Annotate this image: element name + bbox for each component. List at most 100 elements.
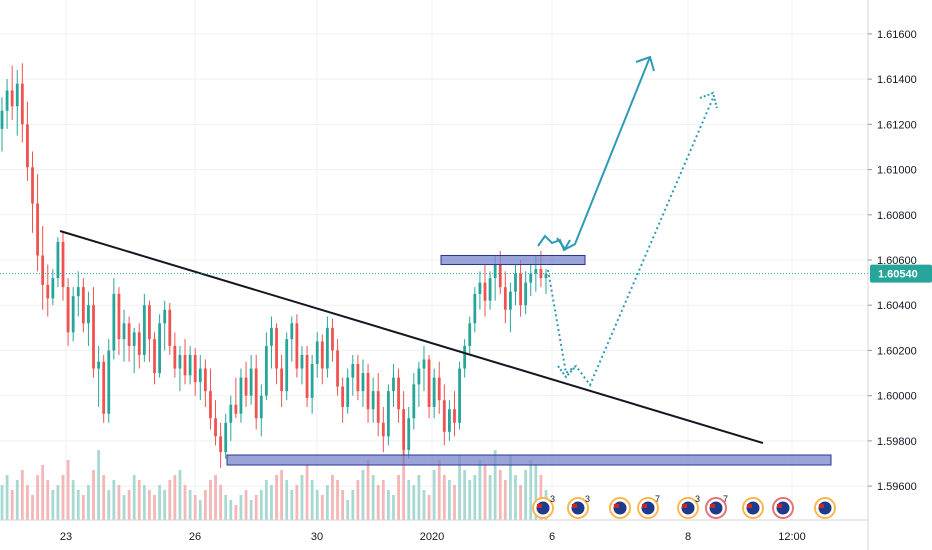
volume-bar [473,475,477,520]
resistance-zone [440,254,586,266]
volume-bar [305,465,309,520]
candle-body [453,409,456,423]
candle-body [544,273,548,279]
volume-bar [463,470,467,520]
volume-bar [351,490,355,520]
candle-body [5,90,9,111]
candle-body [305,354,309,398]
candle-body [56,241,60,279]
volume-bar [509,455,512,520]
event-count: 3 [550,494,555,504]
candle-body [173,345,177,369]
candle-body [61,241,65,288]
candle-body [249,368,253,396]
volume-bar [514,475,517,520]
candle-body [534,269,538,274]
volume-bar [468,480,472,520]
volume-bar [71,480,75,520]
volume-bar [158,485,162,520]
volume-bar [320,495,324,520]
candle-body [112,293,116,351]
candle-body [290,323,294,340]
volume-bar [56,485,60,520]
volume-bar [407,480,411,520]
bullish-arrow-head [635,55,655,72]
y-tick-label: 1.61600 [877,29,917,41]
candle-body [407,418,411,450]
x-tick-label: 2020 [420,531,444,543]
volume-bar [51,490,55,520]
candle-body [493,264,497,279]
volume-bar [417,475,421,520]
volume-bar [315,490,319,520]
volume-bar [448,480,451,520]
candle-body [320,341,324,369]
volume-bar [198,500,202,520]
candle-body [300,354,304,369]
candle-body [66,287,70,333]
candle-body [259,395,263,419]
candle-body [234,404,238,414]
candle-body [432,377,436,407]
volume-bar [310,480,314,520]
candle-body [15,83,19,107]
x-tick-label: 26 [189,531,201,543]
volume-bar [249,500,253,520]
y-tick-label: 1.60600 [877,255,917,267]
y-tick-label: 1.61000 [877,165,917,177]
volume-bar [290,490,294,520]
candle-body [498,264,502,288]
volume-bar [361,470,365,520]
volume-bar [336,480,339,520]
candle-body [26,124,29,168]
drawings[interactable] [0,55,868,466]
flag-union-mark [682,504,687,508]
volume-bar [193,495,197,520]
volume-bar [381,480,385,520]
volume-bar [229,500,233,520]
volume-bar [0,485,4,520]
volume-bar [437,460,441,520]
candle-body [107,350,111,414]
candle-body [193,354,197,383]
candle-body [280,368,284,392]
event-badges[interactable]: 3 3 7 3 7 [532,494,836,519]
candle-body [229,404,233,423]
candle-body [514,273,517,292]
candle-body [366,373,370,410]
candle-body [198,368,202,383]
volume-bar [76,490,80,520]
candle-body [509,291,512,310]
volume-bar [46,480,50,520]
candle-body [325,327,329,369]
candle-body [529,273,533,283]
flag-union-mark [537,504,542,508]
volume-bar [371,475,375,520]
candle-body [356,364,360,392]
candle-body [442,400,446,432]
candles[interactable] [0,63,548,468]
volume-bar [117,485,121,520]
flag-union-mark [747,504,752,508]
volume-bar [519,485,522,520]
volume-bar [244,490,248,520]
candle-body [483,282,487,301]
candle-body [524,282,528,306]
flag-union-mark [819,504,824,508]
volume-bar [346,500,350,520]
y-tick-label: 1.60400 [877,300,917,312]
candle-body [468,323,472,346]
support-zone [226,454,832,466]
volume-bar [26,485,29,520]
volume-bar [453,485,456,520]
volume-bar [219,485,223,520]
alternative-arrow-head [699,91,718,109]
candle-body [10,90,14,107]
candle-body [183,354,187,376]
pullback-arrow-head [556,237,571,251]
candle-body [285,339,289,392]
volume-bar [188,490,192,520]
candle-body [214,418,217,437]
